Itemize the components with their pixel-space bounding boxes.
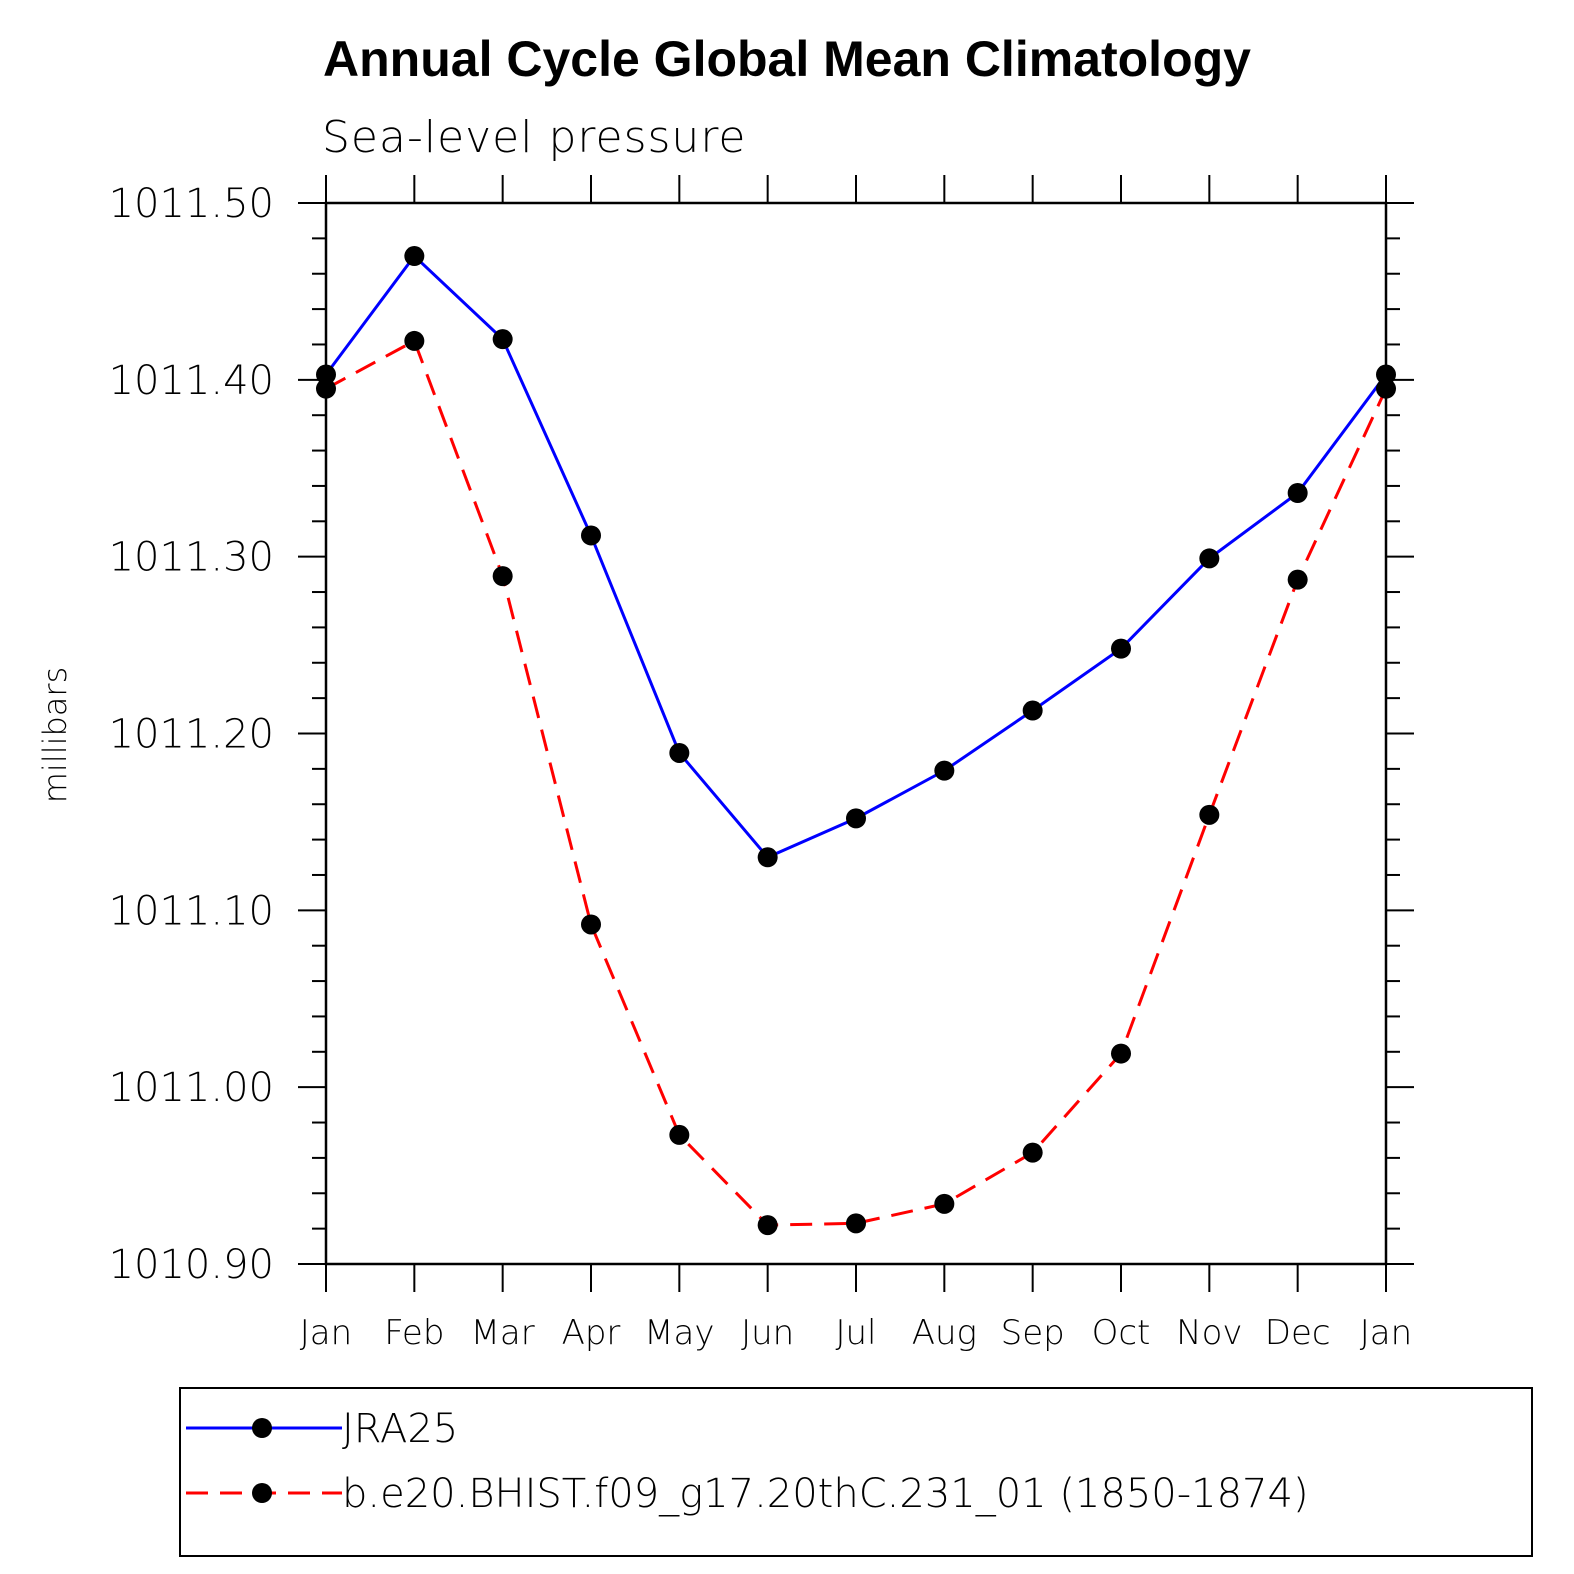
x-tick-label: Feb	[384, 1313, 444, 1353]
data-point-model	[492, 566, 513, 587]
x-tick-label: Jan	[1360, 1313, 1412, 1353]
y-axis-label: millibars	[36, 667, 74, 803]
plot-border	[324, 201, 1388, 1266]
x-tick-label: Sep	[1001, 1313, 1065, 1353]
legend: JRA25 b.e20.BHIST.f09_g17.20thC.231_01 (1…	[179, 1387, 1533, 1557]
data-point-jra25	[404, 246, 425, 267]
legend-marker-model	[252, 1483, 272, 1503]
data-point-model	[669, 1124, 690, 1145]
legend-marker-jra25	[252, 1418, 272, 1438]
y-tick-label: 1011.30	[109, 535, 274, 581]
data-point-model	[316, 378, 336, 399]
x-tick-label: Apr	[562, 1313, 621, 1353]
data-point-jra25	[1287, 483, 1308, 504]
data-point-model	[1111, 1043, 1131, 1064]
y-tick-label: 1010.90	[109, 1242, 274, 1288]
data-point-jra25	[1022, 700, 1043, 721]
series-line-model	[325, 338, 1388, 1227]
x-tick-label: Oct	[1092, 1313, 1151, 1353]
data-point-model	[1199, 804, 1220, 825]
data-point-jra25	[934, 760, 955, 781]
x-tick-label: Jan	[300, 1313, 352, 1353]
data-point-model	[404, 330, 425, 351]
data-point-jra25	[1111, 638, 1131, 659]
chart-title: Annual Cycle Global Mean Climatology	[323, 31, 1251, 87]
data-point-jra25	[757, 847, 778, 868]
data-point-jra25	[316, 364, 336, 385]
data-point-jra25	[669, 742, 690, 763]
data-point-model	[1376, 378, 1396, 399]
data-point-model	[934, 1193, 955, 1214]
data-point-jra25	[1376, 364, 1396, 385]
x-tick-label: May	[644, 1313, 714, 1353]
data-point-jra25	[1199, 548, 1220, 569]
data-point-jra25	[846, 808, 866, 829]
axis-labels: 1010.90 1011.00 1011.10 1011.20 1011.30 1011.…	[109, 181, 1413, 1353]
legend-box	[179, 1387, 1533, 1557]
y-tick-label: 1011.20	[109, 712, 274, 758]
data-point-model	[846, 1213, 866, 1234]
series-lines	[316, 246, 1396, 1236]
y-tick-label: 1011.40	[109, 358, 274, 404]
x-tick-label: Aug	[912, 1313, 977, 1353]
legend-label-jra25: JRA25	[342, 1406, 458, 1452]
x-tick-label: Nov	[1176, 1313, 1242, 1353]
data-point-jra25	[492, 329, 513, 350]
legend-label-model: b.e20.BHIST.f09_g17.20thC.231_01 (1850-1…	[342, 1471, 1309, 1517]
y-tick-label: 1011.10	[109, 888, 274, 934]
chart-subtitle: Sea-level pressure	[322, 112, 747, 163]
x-tick-label: Mar	[471, 1313, 535, 1353]
x-tick-label: Dec	[1265, 1313, 1331, 1353]
data-point-model	[757, 1215, 778, 1236]
y-tick-label: 1011.50	[109, 181, 274, 227]
axis-ticks	[298, 175, 1414, 1292]
x-tick-label: Jun	[741, 1313, 794, 1353]
y-tick-label: 1011.00	[109, 1065, 274, 1111]
x-tick-label: Jul	[835, 1313, 876, 1353]
data-point-jra25	[581, 525, 601, 546]
data-point-model	[581, 914, 601, 935]
data-point-model	[1022, 1142, 1043, 1163]
plot-frame	[324, 201, 1388, 1266]
data-point-model	[1287, 569, 1308, 590]
